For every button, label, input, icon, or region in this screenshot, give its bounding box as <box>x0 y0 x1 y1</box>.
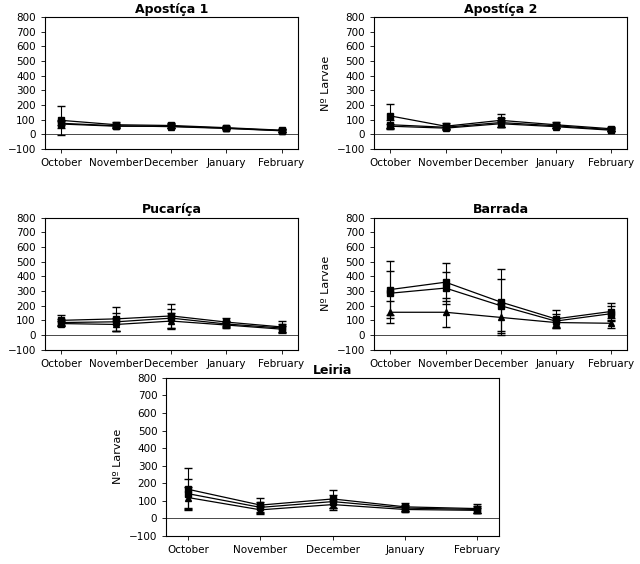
Y-axis label: Nº Larvae: Nº Larvae <box>0 256 2 311</box>
Y-axis label: Nº Larvae: Nº Larvae <box>321 256 331 311</box>
Title: Apostíça 1: Apostíça 1 <box>135 3 208 16</box>
Y-axis label: Nº Larvae: Nº Larvae <box>0 55 2 111</box>
Y-axis label: Nº Larvae: Nº Larvae <box>321 55 331 111</box>
Title: Apostíça 2: Apostíça 2 <box>464 3 537 16</box>
Title: Leiria: Leiria <box>313 364 353 377</box>
Title: Pucaríça: Pucaríça <box>141 204 202 217</box>
Y-axis label: Nº Larvae: Nº Larvae <box>113 429 124 484</box>
Title: Barrada: Barrada <box>472 204 529 217</box>
